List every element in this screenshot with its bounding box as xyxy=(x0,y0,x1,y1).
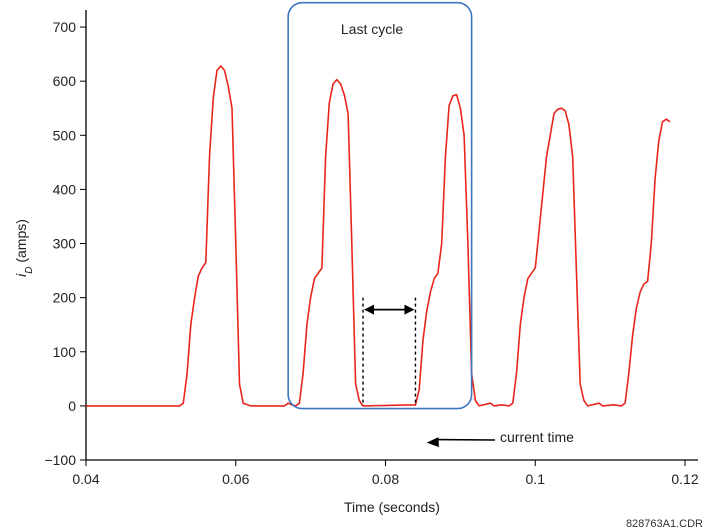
plot-area xyxy=(86,65,671,407)
series-line xyxy=(86,65,671,407)
x-tick-label: 0.1 xyxy=(526,471,546,487)
interval-arrow-left-head xyxy=(364,304,375,315)
x-tick-label: 0.04 xyxy=(72,471,99,487)
y-tick-label: 500 xyxy=(53,127,77,143)
current-time-arrow-head xyxy=(426,437,439,448)
y-axis-ticks: 700 600 500 400 300 200 100 0 −100 xyxy=(44,19,86,468)
x-axis-ticks: 0.04 0.06 0.08 0.1 0.12 xyxy=(72,460,699,487)
x-tick-label: 0.06 xyxy=(222,471,249,487)
current-time-label: current time xyxy=(500,429,574,445)
interval-arrow-right-head xyxy=(404,304,415,315)
y-tick-label: 0 xyxy=(68,398,76,414)
y-axis-title: iD (amps) xyxy=(13,219,35,277)
y-tick-label: 100 xyxy=(53,344,77,360)
annotations xyxy=(287,1,496,448)
drawing-code: 828763A1.CDR xyxy=(626,518,703,530)
x-tick-label: 0.12 xyxy=(671,471,698,487)
axes xyxy=(85,10,698,461)
y-tick-label: 200 xyxy=(53,290,77,306)
x-tick-label: 0.08 xyxy=(372,471,399,487)
box-label: Last cycle xyxy=(341,21,403,37)
x-axis-title: Time (seconds) xyxy=(344,499,440,515)
y-tick-label: 700 xyxy=(53,19,77,35)
y-tick-label: 600 xyxy=(53,73,77,89)
last-cycle-box xyxy=(287,1,473,410)
y-tick-label: 400 xyxy=(53,181,77,197)
y-tick-label: 300 xyxy=(53,236,77,252)
y-tick-label: −100 xyxy=(44,452,76,468)
